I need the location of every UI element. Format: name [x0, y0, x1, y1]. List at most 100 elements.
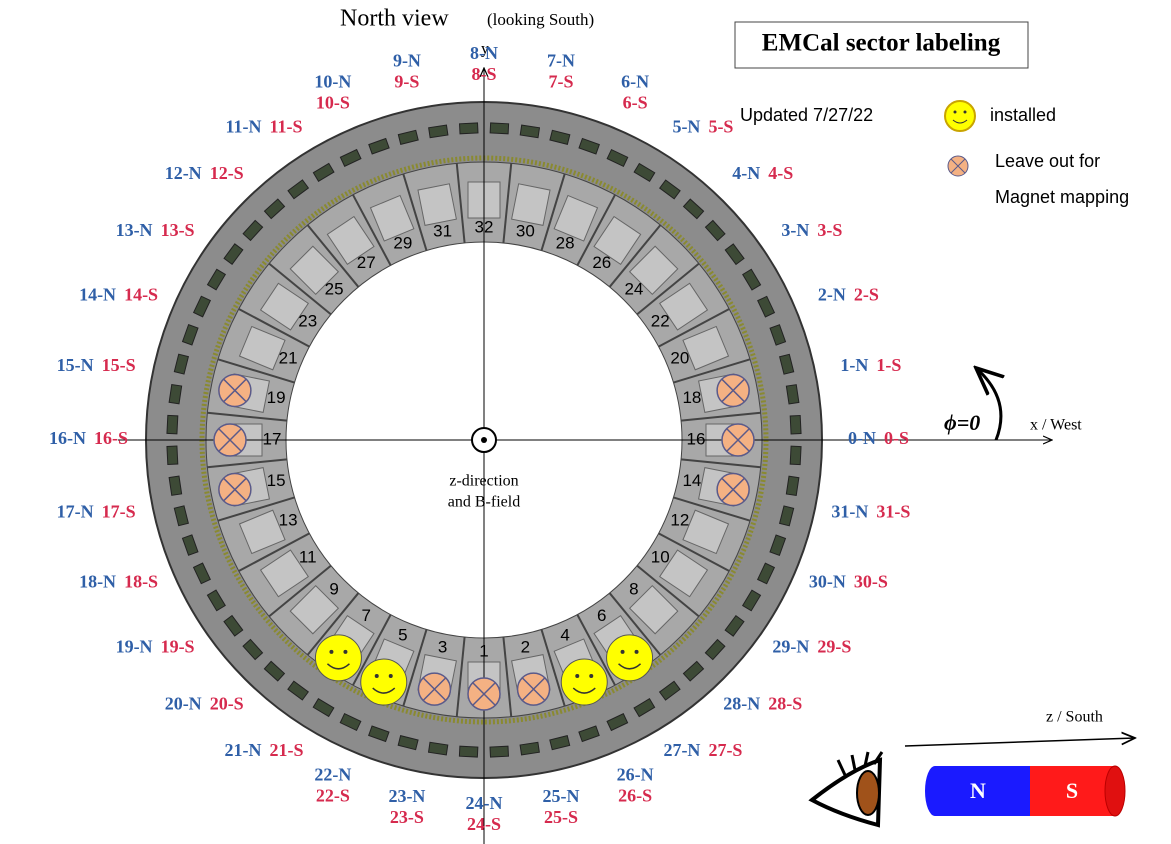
ring-module — [192, 562, 211, 585]
south-label: 29-S — [817, 636, 851, 656]
ring-module — [724, 615, 745, 637]
module-edge — [576, 614, 616, 686]
magnet-left — [925, 766, 945, 816]
title-box — [734, 21, 1029, 69]
south-label: 11-S — [270, 116, 303, 136]
north-label: 22-N — [314, 765, 351, 785]
north-label: 4-N — [732, 163, 760, 183]
ring-module — [242, 638, 264, 661]
eye-iris — [856, 770, 880, 816]
north-label: 23-N — [388, 786, 425, 806]
magnet-north — [935, 766, 1030, 816]
module-edge — [658, 308, 730, 348]
south-label: 20-S — [210, 693, 244, 713]
ring-module — [578, 725, 600, 743]
module-edge — [608, 224, 662, 288]
icon-eye — [963, 110, 967, 114]
module-edge — [268, 262, 332, 316]
south-label: 30-S — [854, 572, 888, 592]
south-label: 5-S — [708, 116, 733, 136]
installed-icon — [360, 658, 408, 706]
ring-module — [682, 198, 705, 220]
icon-cross — [721, 478, 745, 502]
north-label: 5-N — [672, 116, 700, 136]
north-label: 21-N — [225, 740, 262, 760]
module-edge — [608, 592, 662, 656]
north-label: 1-N — [840, 355, 868, 375]
north-label: 19-N — [116, 636, 153, 656]
icon-mouth — [952, 119, 968, 124]
icon-eye — [374, 674, 379, 679]
ring-module — [489, 745, 509, 758]
module-face — [289, 584, 340, 635]
module-edge — [306, 592, 360, 656]
north-label: 27-N — [663, 740, 700, 760]
center-label: and B-field — [448, 494, 520, 511]
ring-module — [458, 745, 479, 758]
ring-module — [606, 148, 629, 168]
sector-number: 32 — [475, 217, 494, 236]
module-edge — [207, 411, 288, 422]
module-face — [553, 194, 599, 242]
ring-module — [549, 735, 571, 751]
south-label: 23-S — [390, 807, 424, 827]
module-edge — [680, 458, 761, 469]
north-label: 12-N — [165, 163, 202, 183]
south-label: 6-S — [623, 93, 648, 113]
sector-number: 24 — [624, 280, 643, 299]
south-label: 17-S — [102, 501, 136, 521]
ring-module — [242, 219, 264, 242]
north-label: 26-N — [617, 765, 654, 785]
sector-number: 10 — [651, 547, 670, 566]
icon-mouth — [618, 663, 642, 670]
ring-module — [519, 124, 541, 139]
ring-module — [339, 148, 362, 167]
south-label: 22-S — [316, 786, 350, 806]
north-label: 2-N — [818, 285, 846, 305]
installed-icon — [560, 658, 608, 706]
module-edge — [306, 224, 360, 288]
sector-number: 11 — [299, 547, 317, 566]
legend-label: Magnet mapping — [995, 187, 1129, 207]
ring-module — [166, 414, 179, 435]
icon-cross — [472, 682, 496, 706]
ring-module — [427, 741, 449, 756]
south-label: 1-S — [876, 355, 901, 375]
north-label: 20-N — [165, 693, 202, 713]
ring-module — [742, 268, 762, 291]
south-label: 21-S — [270, 740, 304, 760]
north-label: 3-N — [781, 220, 809, 240]
icon-eye — [634, 649, 639, 654]
module-edge — [540, 629, 566, 707]
north-label: 14-N — [79, 285, 116, 305]
north-label: 18-N — [79, 572, 116, 592]
ring-module — [263, 660, 286, 682]
icon-mouth — [572, 687, 596, 694]
module-face — [682, 509, 730, 555]
sector-number: 5 — [398, 625, 407, 644]
icon-eye — [620, 649, 625, 654]
icon-eye — [953, 110, 957, 114]
module-edge — [576, 194, 616, 266]
box-title: EMCal sector labeling — [762, 30, 1001, 57]
north-label: 10-N — [314, 72, 351, 92]
module-edge — [455, 636, 466, 717]
sector-number: 20 — [670, 348, 689, 367]
ring-module — [489, 122, 510, 135]
icon-mouth — [326, 663, 350, 670]
module-face — [511, 183, 551, 226]
ring-module — [428, 124, 449, 139]
ring-module — [633, 698, 656, 718]
sector-number: 12 — [670, 511, 689, 530]
ring-module — [769, 324, 787, 346]
module-face — [628, 584, 679, 635]
ring-module — [724, 243, 745, 266]
module-face — [417, 183, 457, 226]
module-edge — [502, 636, 513, 717]
phi-label: ϕ=0 — [944, 410, 980, 435]
sector-number: 15 — [267, 471, 286, 490]
ring-module — [549, 129, 571, 146]
ring-module — [206, 268, 227, 291]
ring-module — [173, 353, 190, 375]
module-face — [289, 245, 340, 296]
